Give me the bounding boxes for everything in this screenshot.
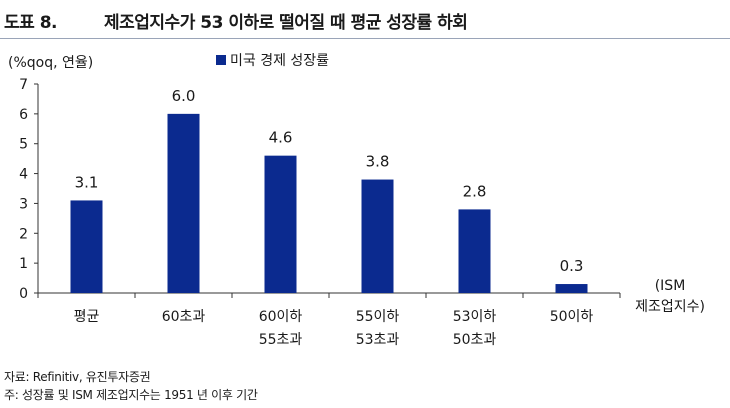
title-divider xyxy=(0,38,730,39)
y-tick-label: 1 xyxy=(19,256,28,272)
x-tick-label: 평균 xyxy=(74,309,100,325)
y-tick-label: 4 xyxy=(19,167,28,183)
figure-header: 도표 8. 제조업지수가 53 이하로 떨어질 때 평균 성장률 하회 xyxy=(0,0,730,40)
bar-chart: (%qoq, 연율) 미국 경제 성장률 0 1 2 3 4 5 6 7 3.1 평균 6.0 60초과 4… xyxy=(8,53,705,348)
y-tick-label: 5 xyxy=(19,137,28,153)
x-axis-title: 제조업지수) xyxy=(635,299,705,315)
y-axis-title: (%qoq, 연율) xyxy=(8,55,93,71)
x-tick-label: 60초과 xyxy=(162,309,206,325)
chart-footer: 자료: Refinitiv, 유진투자증권 주: 성장률 및 ISM 제조업지수… xyxy=(4,368,258,404)
x-tick-label: 60이하 xyxy=(259,309,303,325)
bar xyxy=(70,200,103,293)
bar xyxy=(361,179,394,293)
legend-swatch xyxy=(216,55,226,65)
y-tick-label: 7 xyxy=(19,77,28,93)
y-tick-label: 6 xyxy=(19,107,28,123)
chart-title: 제조업지수가 53 이하로 떨어질 때 평균 성장률 하회 xyxy=(104,13,468,33)
bar xyxy=(264,155,297,293)
x-tick-label: 53초과 xyxy=(356,332,400,348)
x-axis-title: (ISM xyxy=(655,278,686,294)
x-tick-label: 55이하 xyxy=(356,309,400,325)
footnote: 주: 성장률 및 ISM 제조업지수는 1951 년 이후 기간 xyxy=(4,388,258,402)
bar xyxy=(555,284,588,293)
figure-label: 도표 8. xyxy=(4,13,58,33)
legend-label: 미국 경제 성장률 xyxy=(230,53,329,69)
y-tick-label: 2 xyxy=(19,226,28,242)
bar xyxy=(458,209,491,293)
data-label: 3.8 xyxy=(366,153,390,171)
x-tick-label: 53이하 xyxy=(453,309,497,325)
y-tick-label: 0 xyxy=(19,286,28,302)
x-tick-label: 55초과 xyxy=(259,332,303,348)
x-tick-label: 50초과 xyxy=(453,332,497,348)
data-label: 6.0 xyxy=(172,87,196,105)
data-label: 3.1 xyxy=(75,173,99,191)
x-tick-label: 50이하 xyxy=(550,309,594,325)
data-label: 2.8 xyxy=(463,182,487,200)
y-tick-label: 3 xyxy=(19,196,28,212)
data-label: 0.3 xyxy=(560,257,584,275)
source-note: 자료: Refinitiv, 유진투자증권 xyxy=(4,370,151,384)
data-label: 4.6 xyxy=(269,129,293,147)
bar xyxy=(167,113,200,293)
